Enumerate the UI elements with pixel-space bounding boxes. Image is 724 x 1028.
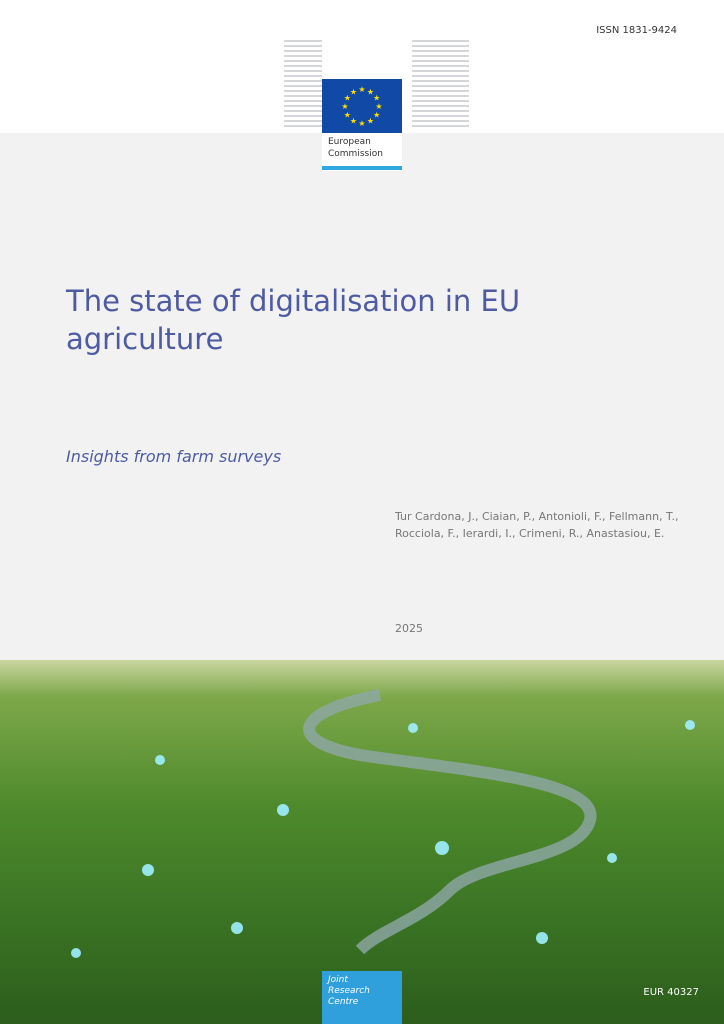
star-icon: ★ (367, 117, 374, 126)
document-subtitle: Insights from farm surveys (66, 447, 282, 466)
logo-bar (322, 166, 402, 170)
cover-photo-farmland (0, 660, 724, 1024)
star-icon: ★ (375, 102, 382, 111)
authors: Tur Cardona, J., Ciaian, P., Antonioli, … (395, 508, 678, 542)
star-icon: ★ (344, 111, 351, 120)
star-icon: ★ (358, 119, 365, 128)
star-icon: ★ (350, 117, 357, 126)
report-number: EUR 40327 (643, 987, 699, 998)
document-title: The state of digitalisation in EU agricu… (66, 284, 521, 356)
eu-flag-logo: ★ ★ ★ ★ ★ ★ ★ ★ ★ ★ ★ ★ (322, 79, 402, 133)
cover-panel (0, 133, 724, 660)
publication-year: 2025 (395, 622, 423, 635)
authors-line1: Tur Cardona, J., Ciaian, P., Antonioli, … (395, 510, 679, 523)
star-icon: ★ (344, 94, 351, 103)
river-graphic (71, 689, 695, 958)
star-icon: ★ (341, 102, 348, 111)
star-icon: ★ (367, 87, 374, 96)
star-icon: ★ (350, 87, 357, 96)
jrc-line2: Research (328, 986, 370, 996)
jrc-line1: Joint (328, 975, 348, 985)
logo-text-line1: European (328, 137, 371, 147)
jrc-line3: Centre (328, 997, 359, 1007)
building-right-graphic (412, 40, 469, 133)
building-left-graphic (284, 40, 322, 133)
star-icon: ★ (373, 94, 380, 103)
eu-stars-icon: ★ ★★★★★★★★★★★ (341, 85, 382, 128)
logo-text-line2: Commission (328, 149, 383, 159)
star-icon: ★ (358, 85, 365, 94)
authors-line2: Rocciola, F., Ierardi, I., Crimeni, R., … (395, 527, 665, 540)
star-icon: ★ (373, 111, 380, 120)
issn: ISSN 1831-9424 (596, 25, 677, 36)
ec-logo: European Commission (322, 133, 402, 171)
jrc-logo: Joint Research Centre (322, 971, 402, 1024)
